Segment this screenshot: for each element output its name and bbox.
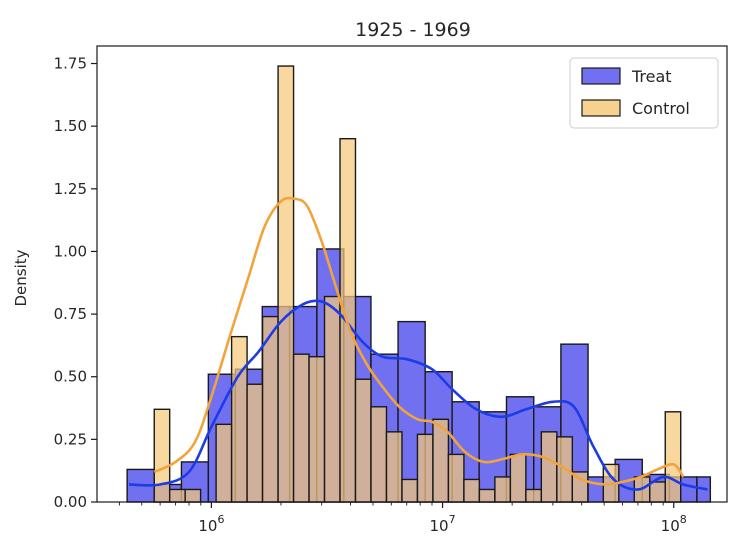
plot-frame — [96, 45, 728, 503]
legend-swatch-treat — [581, 67, 621, 85]
control-bar-12 — [354, 378, 372, 503]
y-axis-label: Density — [12, 249, 30, 306]
control-histogram — [153, 65, 682, 503]
control-bar-16 — [416, 433, 434, 503]
axes: 0.00 0.25 0.50 0.75 1.00 1.25 1.50 1.75 106 107 10… — [54, 45, 728, 535]
legend: Treat Control — [569, 57, 719, 129]
control-bar-1 — [168, 488, 186, 503]
control-bar-15 — [401, 478, 419, 503]
chart-title: 1925 - 1969 — [355, 19, 471, 41]
control-bar-10 — [323, 295, 341, 503]
control-bar-24 — [540, 431, 558, 503]
legend-swatch-control — [581, 99, 621, 117]
y-tick-label: 0.25 — [54, 430, 87, 448]
control-bar-14 — [385, 431, 403, 503]
treat-kde-line — [128, 299, 708, 491]
control-bar-7 — [277, 65, 295, 503]
y-tick-label: 0.75 — [54, 305, 87, 323]
control-bar-21 — [494, 476, 512, 503]
control-bar-13 — [370, 406, 388, 503]
x-tick-label: 107 — [430, 513, 456, 535]
control-bar-5 — [246, 383, 264, 503]
control-bar-9 — [308, 355, 326, 503]
y-tick-label: 0.00 — [54, 493, 87, 511]
control-bar-23 — [525, 488, 543, 503]
legend-label-treat: Treat — [631, 67, 672, 86]
legend-label-control: Control — [632, 99, 690, 118]
control-kde-line — [153, 196, 685, 486]
y-tick-label: 1.25 — [54, 180, 87, 198]
y-tick-label: 1.50 — [54, 117, 87, 135]
control-bar-19 — [463, 478, 481, 503]
control-bar-22 — [509, 453, 527, 503]
y-tick-label: 1.75 — [54, 55, 87, 73]
control-bar-29 — [649, 481, 666, 503]
x-tick-label: 106 — [198, 513, 224, 535]
control-bar-4 — [230, 335, 248, 503]
control-bar-30 — [664, 411, 682, 503]
control-bar-0 — [153, 408, 171, 503]
y-tick-label: 0.50 — [54, 368, 87, 386]
control-bar-20 — [478, 488, 496, 503]
control-bar-18 — [447, 453, 465, 503]
kde-curves — [128, 196, 708, 491]
y-tick-label: 1.00 — [54, 242, 87, 260]
control-bar-3 — [215, 423, 233, 503]
x-tick-label: 108 — [661, 513, 687, 535]
control-bar-2 — [184, 488, 202, 503]
control-bar-8 — [292, 353, 310, 503]
